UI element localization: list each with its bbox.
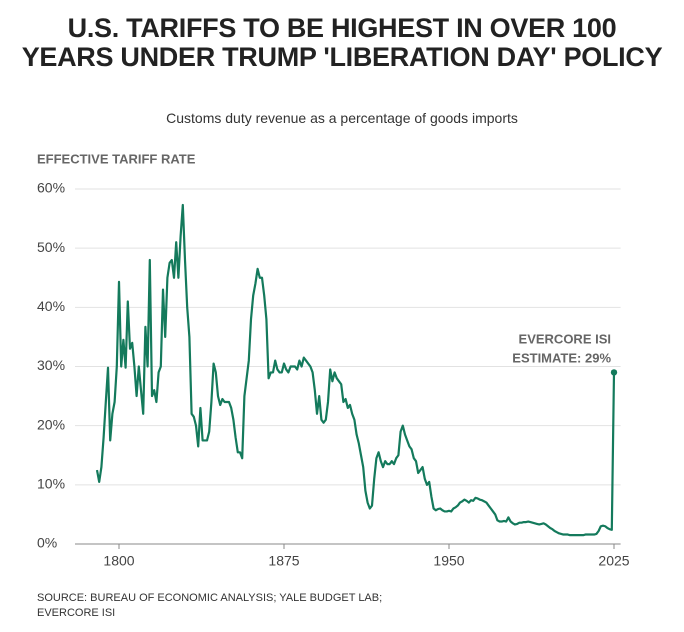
x-tick-label: 1875 <box>268 553 299 569</box>
y-tick-label: 40% <box>37 298 65 314</box>
y-tick-label: 30% <box>37 357 65 373</box>
x-tick-label: 1800 <box>103 553 134 569</box>
y-tick-label: 60% <box>37 180 65 196</box>
chart-title: U.S. TARIFFS TO BE HIGHEST IN OVER 100 Y… <box>21 13 663 72</box>
x-tick-label: 1950 <box>433 553 464 569</box>
chart-subtitle: Customs duty revenue as a percentage of … <box>166 110 518 126</box>
y-tick-label: 0% <box>37 535 57 551</box>
annotation: EVERCORE ISI <box>519 331 611 346</box>
source: SOURCE: BUREAU OF ECONOMIC ANALYSIS; YAL… <box>37 592 382 604</box>
x-tick-label: 2025 <box>598 553 629 569</box>
source: EVERCORE ISI <box>37 607 115 619</box>
y-tick-label: 20% <box>37 416 65 432</box>
point <box>610 369 618 376</box>
y-tick-label: 50% <box>37 239 65 255</box>
line <box>95 203 616 537</box>
y-tick-label: 10% <box>37 476 65 492</box>
y-axis-label: EFFECTIVE TARIFF RATE <box>37 151 196 166</box>
annotation: ESTIMATE: 29% <box>512 350 611 365</box>
